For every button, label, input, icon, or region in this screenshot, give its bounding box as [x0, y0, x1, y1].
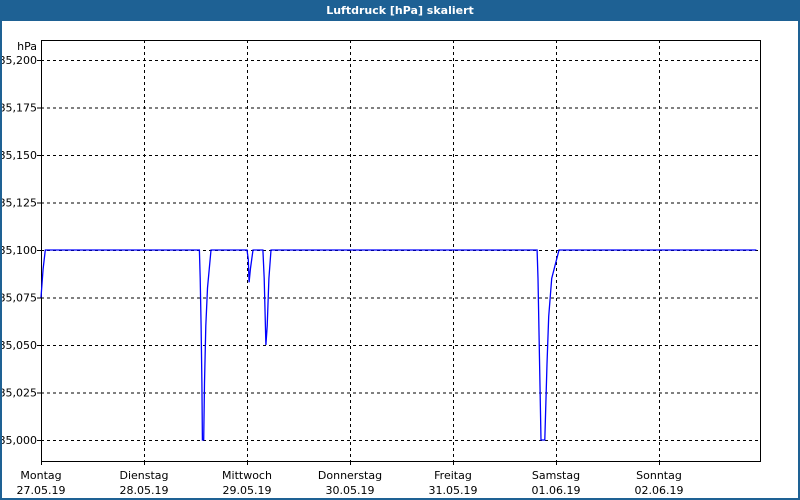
x-tick-day: Donnerstag: [318, 469, 382, 482]
x-tick-date: 28.05.19: [120, 484, 169, 497]
y-tick-label: 985,075: [0, 292, 37, 305]
x-tick-date: 02.06.19: [635, 484, 684, 497]
y-tick-label: 985,100: [0, 244, 37, 257]
window-title: Luftdruck [hPa] skaliert: [326, 4, 474, 17]
x-tick-date: 27.05.19: [17, 484, 66, 497]
x-tick-day: Sonntag: [636, 469, 682, 482]
chart-panel: [2, 21, 798, 498]
x-tick-date: 30.05.19: [326, 484, 375, 497]
y-tick-label: 985,000: [0, 434, 37, 447]
x-tick-day: Freitag: [434, 469, 472, 482]
y-tick-label: 985,025: [0, 387, 37, 400]
x-tick-day: Montag: [20, 469, 61, 482]
y-tick-label: 985,125: [0, 197, 37, 210]
y-axis-label: hPa: [17, 40, 37, 53]
y-tick-label: 985,200: [0, 54, 37, 67]
x-tick-day: Mittwoch: [222, 469, 272, 482]
x-tick-date: 29.05.19: [223, 484, 272, 497]
x-tick-day: Dienstag: [119, 469, 168, 482]
y-tick-label: 985,150: [0, 149, 37, 162]
plot-border: [41, 40, 761, 462]
x-tick-date: 01.06.19: [532, 484, 581, 497]
y-tick-label: 985,050: [0, 339, 37, 352]
x-tick-date: 31.05.19: [429, 484, 478, 497]
x-tick-day: Samstag: [532, 469, 580, 482]
pressure-line: [40, 249, 757, 441]
y-tick-label: 985,175: [0, 102, 37, 115]
